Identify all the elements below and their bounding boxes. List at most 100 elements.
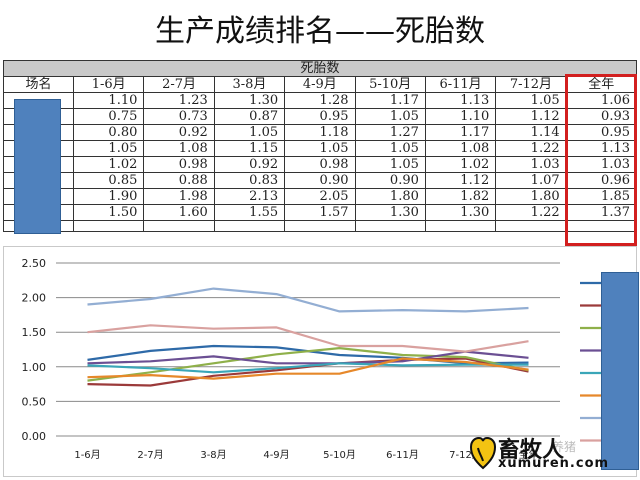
series-line [87,324,529,353]
x-tick-label: 2-7月 [137,449,163,461]
column-header: 4-9月 [284,76,356,93]
value-cell: 1.98 [143,188,215,205]
ranking-table-wrap: 死胎数 场名 1-6月 2-7月 3-8月 4-9月 5-10月 6-11月 7-12月 全年… [3,60,638,232]
value-cell: 0.83 [213,172,286,189]
value-cell: 0.80 [72,124,145,141]
table-row: 1.02 0.98 0.92 0.98 1.05 1.02 1.03 1.03 [3,156,638,173]
value-cell: 1.05 [284,140,356,157]
watermark: 养猪 畜牧人 xumuren.com [470,432,638,476]
series-line [87,350,529,365]
value-cell: 1.05 [495,92,567,109]
blank-cell [143,220,215,232]
value-cell: 1.60 [143,204,215,221]
value-cell: 1.17 [424,124,497,141]
value-cell: 1.17 [354,92,426,109]
value-cell: 1.12 [495,108,567,125]
value-cell: 0.90 [354,172,426,189]
value-cell: 1.05 [354,156,426,173]
x-tick-label: 6-11月 [386,449,419,461]
value-cell: 1.23 [143,92,215,109]
value-cell: 1.07 [495,172,567,189]
y-tick-label: 2.00 [22,292,47,305]
table-row: 1.10 1.23 1.30 1.28 1.17 1.13 1.05 1.06 [3,92,638,109]
value-cell: 0.87 [213,108,286,125]
value-cell: 1.27 [354,124,426,141]
page-title: 生产成绩排名——死胎数 [155,14,485,49]
value-cell: 1.22 [495,204,567,221]
column-header: 2-7月 [143,76,215,93]
watermark-text-en: xumuren.com [498,456,610,471]
ranking-table: 死胎数 场名 1-6月 2-7月 3-8月 4-9月 5-10月 6-11月 7-12月 全年… [3,60,638,232]
table-row: 1.50 1.60 1.55 1.57 1.30 1.30 1.22 1.37 [3,204,638,221]
value-cell: 1.18 [284,124,356,141]
annual-column-highlight [565,74,637,246]
value-cell: 1.15 [213,140,286,157]
table-row: 1.90 1.98 2.13 2.05 1.80 1.82 1.80 1.85 [3,188,638,205]
x-tick-label: 3-8月 [200,449,226,461]
value-cell: 1.08 [424,140,497,157]
y-tick-label: 1.00 [22,361,47,374]
value-cell: 1.55 [213,204,286,221]
table-row: 1.05 1.08 1.15 1.05 1.05 1.08 1.22 1.13 [3,140,638,157]
value-cell: 1.82 [424,188,497,205]
blank-cell [495,220,567,232]
value-cell: 1.05 [354,140,426,157]
value-cell: 1.10 [424,108,497,125]
value-cell: 1.22 [495,140,567,157]
column-header: 7-12月 [495,76,567,93]
value-cell: 1.30 [354,204,426,221]
series-line [87,287,529,313]
blank-cell [72,220,145,232]
value-cell: 1.90 [72,188,145,205]
value-cell: 1.57 [284,204,356,221]
value-cell: 1.14 [495,124,567,141]
y-tick-label: 2.50 [22,257,47,270]
watermark-logo-icon [470,436,496,470]
series-line [87,357,529,380]
blank-cell [284,220,356,232]
value-cell: 1.12 [424,172,497,189]
value-cell: 0.75 [72,108,145,125]
value-cell: 0.95 [284,108,356,125]
value-cell: 1.08 [143,140,215,157]
x-tick-label: 全年 [519,448,539,461]
column-header: 6-11月 [424,76,497,93]
value-cell: 1.02 [72,156,145,173]
value-cell: 1.02 [424,156,497,173]
farm-column-header: 场名 [3,76,74,93]
farm-names-redaction [14,99,61,234]
value-cell: 2.13 [213,188,286,205]
watermark-text-cn: 畜牧人 [498,438,565,463]
legend-redaction [601,272,639,470]
value-cell: 2.05 [284,188,356,205]
column-header: 1-6月 [72,76,145,93]
value-cell: 0.73 [143,108,215,125]
y-tick-label: 0.50 [22,395,47,408]
table-group-header: 死胎数 [3,60,637,77]
value-cell: 0.95 [565,124,638,141]
y-tick-label: 1.50 [22,326,47,339]
watermark-faint-text: 养猪 [552,440,577,454]
value-cell: 0.85 [72,172,145,189]
value-cell: 1.03 [495,156,567,173]
blank-cell [354,220,426,232]
blank-cell [424,220,497,232]
value-cell: 0.98 [284,156,356,173]
x-tick-label: 5-10月 [323,449,356,461]
value-cell: 0.98 [143,156,215,173]
value-cell: 1.05 [72,140,145,157]
value-cell: 0.88 [143,172,215,189]
value-cell: 0.92 [213,156,286,173]
table-row: 0.85 0.88 0.83 0.90 0.90 1.12 1.07 0.96 [3,172,638,189]
series-line [87,346,529,382]
value-cell: 1.30 [213,92,286,109]
value-cell: 1.13 [424,92,497,109]
x-tick-label: 4-9月 [263,449,289,461]
y-tick-label: 0.00 [22,430,47,443]
table-blank-row [3,220,638,232]
value-cell: 1.10 [72,92,145,109]
value-cell: 1.37 [565,204,638,221]
value-cell: 1.30 [424,204,497,221]
value-cell: 0.90 [284,172,356,189]
value-cell: 1.05 [354,108,426,125]
